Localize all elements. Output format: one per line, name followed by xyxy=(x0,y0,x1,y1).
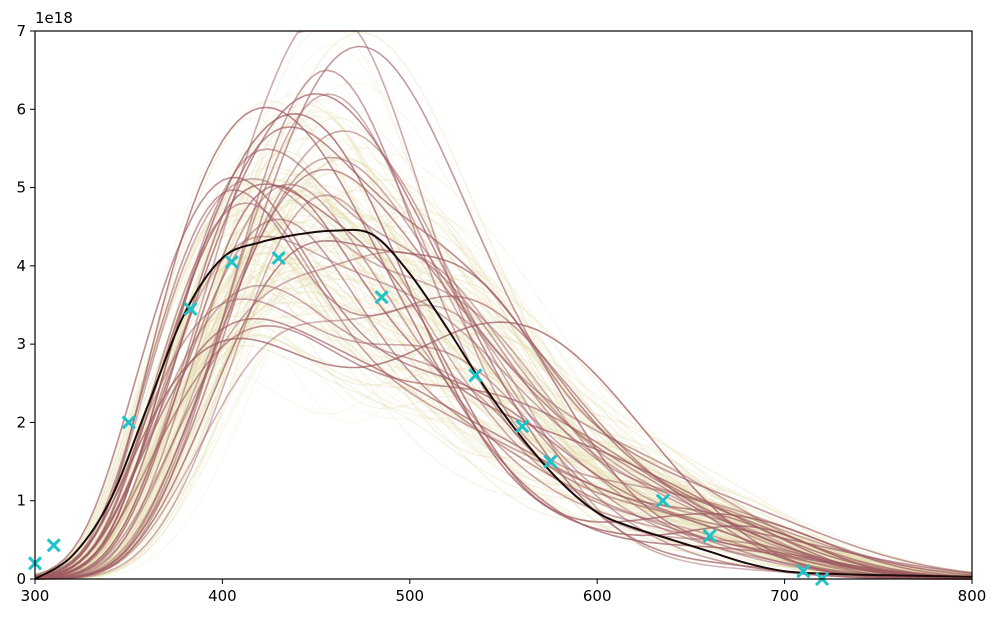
sample-curve-faint xyxy=(34,238,973,580)
y-offset-label: 1e18 xyxy=(35,9,73,27)
observation-marker xyxy=(224,254,239,270)
sample-curve-faint xyxy=(34,274,972,580)
sample-curve-highlight xyxy=(34,298,972,580)
observation-marker-stroke xyxy=(702,528,717,544)
observation-marker-stroke xyxy=(796,564,811,579)
observation-marker xyxy=(655,493,670,508)
sample-curve-faint xyxy=(34,295,973,578)
sample-curve-faint xyxy=(34,202,972,580)
observation-marker xyxy=(46,538,61,553)
observation-marker xyxy=(374,290,389,305)
y-tick-label: 1 xyxy=(16,492,26,510)
x-tick-label: 400 xyxy=(208,587,237,605)
x-tick-label: 800 xyxy=(958,587,987,605)
observation-marker-stroke xyxy=(655,493,670,508)
x-tick-label: 600 xyxy=(583,587,612,605)
sample-curve-faint xyxy=(34,220,973,580)
y-tick-label: 2 xyxy=(16,413,26,431)
sample-curve-faint xyxy=(34,136,973,580)
y-tick-label: 7 xyxy=(16,22,26,40)
sample-curve-highlight xyxy=(34,321,972,580)
observation-marker xyxy=(543,454,558,469)
sample-curve-faint xyxy=(34,44,973,580)
observation-marker-stroke xyxy=(46,538,61,553)
observation-marker xyxy=(796,564,811,579)
observation-marker-stroke xyxy=(543,454,558,469)
sample-curve-faint xyxy=(34,189,972,580)
sample-curve-highlight xyxy=(34,148,973,580)
sample-curve-highlight xyxy=(34,106,973,579)
sample-curve-faint xyxy=(34,167,973,580)
y-tick-label: 3 xyxy=(16,335,26,353)
sample-curve-highlight xyxy=(34,189,973,579)
sample-curve-faint xyxy=(34,292,973,580)
observation-marker xyxy=(515,419,530,434)
observation-marker-stroke xyxy=(271,250,286,266)
sample-curve-faint xyxy=(34,220,972,580)
plot-frame xyxy=(34,30,973,580)
sample-curve-faint xyxy=(34,245,973,579)
sample-curve-faint xyxy=(34,268,973,579)
sample-curve-highlight xyxy=(34,176,973,576)
sample-curve-faint xyxy=(34,321,973,580)
sample-curve-faint xyxy=(34,344,973,580)
observation-marker xyxy=(702,528,717,544)
x-tick-label: 300 xyxy=(21,587,50,605)
x-tick-label: 700 xyxy=(770,587,799,605)
y-tick-label: 6 xyxy=(16,100,26,118)
sample-curves-highlight xyxy=(34,30,973,580)
reference-curve-line xyxy=(34,228,973,580)
reference-curve xyxy=(34,228,973,580)
sample-curve-faint xyxy=(34,155,972,580)
y-tick-label: 5 xyxy=(16,179,26,197)
observation-marker-stroke xyxy=(224,254,239,270)
y-tick-label: 0 xyxy=(16,570,26,588)
axes: 300 400 500 600 700 800 0 1 2 3 4 5 6 7 xyxy=(16,22,986,605)
y-tick-label: 4 xyxy=(16,257,26,275)
observation-marker-stroke xyxy=(183,301,198,316)
observation-marker xyxy=(271,250,286,266)
observation-marker-stroke xyxy=(468,368,483,383)
x-tick-label: 500 xyxy=(395,587,424,605)
observation-marker-stroke xyxy=(121,415,136,430)
sample-curve-highlight xyxy=(34,156,973,580)
sample-curve-faint xyxy=(34,214,972,580)
sample-curve-faint xyxy=(34,215,973,580)
sample-curve-faint xyxy=(34,301,972,580)
sample-curve-faint xyxy=(34,203,973,579)
observation-marker-stroke xyxy=(374,290,389,305)
sample-curve-faint xyxy=(34,178,973,577)
sample-curve-highlight xyxy=(34,183,973,580)
sample-curve-highlight xyxy=(34,45,973,580)
sample-curve-faint xyxy=(34,92,973,580)
sample-curve-highlight xyxy=(35,194,972,580)
observation-marker xyxy=(121,415,136,430)
observation-marker xyxy=(468,368,483,383)
sample-curve-highlight xyxy=(34,239,973,580)
sample-curve-highlight xyxy=(34,218,973,580)
sample-curve-faint xyxy=(34,249,973,579)
observation-marker-stroke xyxy=(515,419,530,434)
observation-marker xyxy=(183,301,198,316)
